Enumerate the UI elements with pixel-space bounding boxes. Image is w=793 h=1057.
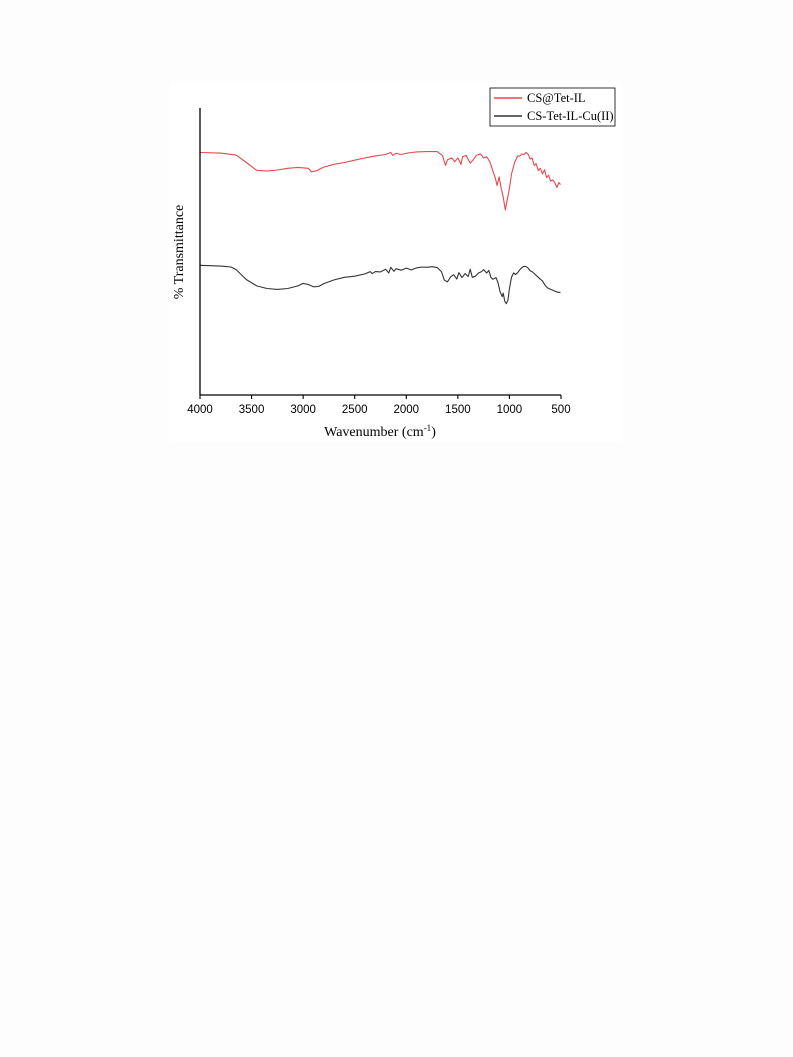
series-line-1 xyxy=(200,152,561,210)
x-tick-label: 3500 xyxy=(239,404,265,416)
series-line-2 xyxy=(200,265,561,303)
x-tick-label: 4000 xyxy=(187,404,213,416)
x-axis-title-sup: -1 xyxy=(424,423,432,433)
x-tick-label: 1500 xyxy=(445,404,471,416)
ftir-figure: 4000 3500 3000 2500 2000 1500 1000 500 Wavenumb… xyxy=(170,82,622,442)
y-axis-title: % Transmittance xyxy=(172,205,187,300)
legend-label-1: CS@Tet-IL xyxy=(527,91,586,105)
x-tick-label: 2500 xyxy=(342,404,368,416)
legend: CS@Tet-IL CS-Tet-IL-Cu(II) xyxy=(490,88,615,126)
x-tick-label: 3000 xyxy=(290,404,316,416)
x-ticks: 4000 3500 3000 2500 2000 1500 1000 500 xyxy=(187,395,570,416)
x-tick-label: 1000 xyxy=(497,404,523,416)
x-axis-title-main: Wavenumber (cm xyxy=(324,425,424,440)
legend-label-2: CS-Tet-IL-Cu(II) xyxy=(527,109,614,123)
x-tick-label: 2000 xyxy=(393,404,419,416)
x-axis-title: Wavenumber (cm-1) xyxy=(324,423,436,440)
ftir-chart: 4000 3500 3000 2500 2000 1500 1000 500 Wavenumb… xyxy=(170,82,622,442)
x-axis-title-end: ) xyxy=(431,425,436,440)
plot-lines xyxy=(200,152,561,304)
x-tick-label: 500 xyxy=(551,404,570,416)
